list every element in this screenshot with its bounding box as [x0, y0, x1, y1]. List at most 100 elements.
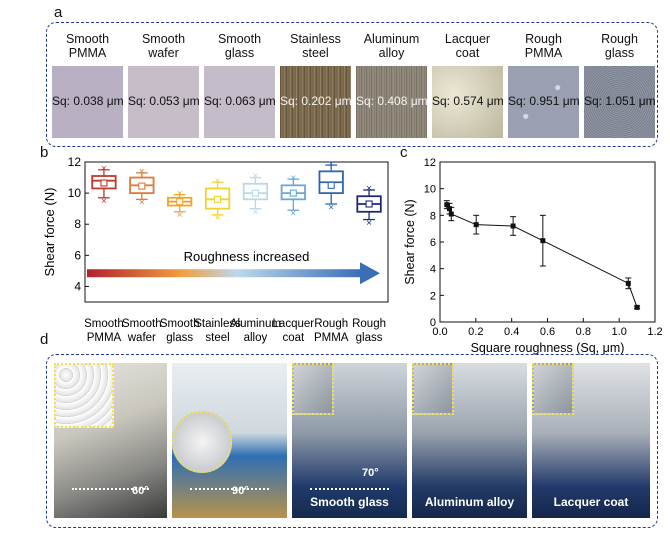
- x-tick-label: glass: [356, 332, 383, 344]
- y-tick-label: 6: [430, 237, 436, 249]
- sq-value-label: Sq: 0.063 μm: [204, 94, 275, 108]
- sq-value-label: Sq: 0.574 μm: [432, 94, 503, 108]
- sq-value-label: Sq: 0.202 μm: [280, 94, 351, 108]
- y-tick-label: 6: [74, 248, 81, 262]
- y-tick-label: 8: [74, 217, 81, 231]
- data-point: [634, 304, 641, 310]
- inset-photo: [532, 363, 574, 415]
- outlier-marker: ×: [177, 210, 183, 221]
- surface-label: Stainless steel: [290, 32, 341, 60]
- x-tick-label: Smooth: [122, 318, 162, 330]
- surface-label: Rough glass: [601, 32, 638, 60]
- surface-micrograph: Sq: 0.408 μm: [356, 66, 427, 138]
- surface-micrograph: Sq: 1.051 μm: [584, 66, 655, 138]
- x-tick-label: wafer: [127, 332, 156, 344]
- angle-label: 70°: [362, 467, 379, 479]
- surface-label: Smooth glass: [217, 32, 262, 60]
- box-smooth-glass: ××: [167, 188, 193, 221]
- box-smooth-pmma: ××: [91, 163, 117, 207]
- data-point: [448, 206, 455, 222]
- y-tick-label: 10: [424, 184, 436, 196]
- x-tick-label: alloy: [244, 332, 268, 344]
- x-tick-label: Smooth: [84, 318, 124, 330]
- line-axes: 0 2 4 6 8 10 12 0.0 0.2 0.4 0.6 0.8 1.0 1.2 Shear forc…: [403, 157, 663, 355]
- arrow-shaft: [87, 269, 360, 278]
- outlier-marker: ×: [328, 159, 334, 170]
- x-tick-label: Lacquer: [273, 318, 315, 330]
- point-marker: [510, 223, 516, 229]
- outlier-marker: ×: [101, 163, 107, 174]
- outlier-marker: ×: [253, 171, 259, 182]
- box-rough-pmma: ××: [318, 159, 344, 213]
- roughness-arrow: [87, 262, 380, 285]
- mean-marker: [138, 182, 146, 190]
- x-tick-label: Smooth: [160, 318, 200, 330]
- outlier-marker: ×: [366, 218, 372, 229]
- x-tick-label: 0.8: [576, 326, 591, 338]
- inset-photo: [412, 363, 454, 415]
- y-tick-label: 4: [430, 264, 436, 276]
- photo-caption: Smooth glass: [310, 495, 389, 509]
- point-marker: [473, 222, 479, 228]
- mean-marker: [327, 181, 335, 189]
- x-tick-label: 0.6: [540, 326, 555, 338]
- box-lacquer-coat: ××: [280, 173, 306, 220]
- mean-marker: [365, 200, 373, 208]
- photo-caption: Lacquer coat: [553, 495, 629, 509]
- box-stainless-steel: ××: [204, 176, 231, 224]
- x-tick-label: coat: [282, 332, 305, 344]
- x-tick-label: 0.4: [504, 326, 519, 338]
- mean-marker: [289, 189, 297, 197]
- data-point: [510, 216, 517, 236]
- x-tick-label: steel: [205, 332, 229, 344]
- y-tick-label: 2: [430, 290, 436, 302]
- panel-d-letter: d: [40, 331, 49, 348]
- surface-micrograph: Sq: 0.202 μm: [280, 66, 351, 138]
- x-tick-label: Aluminum: [230, 318, 281, 330]
- surface-micrograph: Sq: 0.574 μm: [432, 66, 503, 138]
- surface-label: Smooth PMMA: [65, 32, 110, 60]
- outlier-marker: ×: [290, 209, 296, 220]
- sq-value-label: Sq: 1.051 μm: [584, 94, 655, 108]
- x-tick-label: PMMA: [87, 332, 122, 344]
- angle-dotted-line: [310, 488, 389, 490]
- x-tick-label: 0.0: [432, 326, 447, 338]
- x-tick-label: 0.2: [468, 326, 483, 338]
- x-tick-label: 1.0: [612, 326, 627, 338]
- surface-micrograph: Sq: 0.951 μm: [508, 66, 579, 138]
- series-line: [446, 204, 638, 308]
- angle-label: 60°: [132, 485, 149, 497]
- roughness-annotation: Roughness increased: [184, 249, 310, 264]
- point-marker: [448, 211, 454, 217]
- y-tick-label: 10: [68, 186, 82, 200]
- panel-c-letter: c: [400, 144, 408, 161]
- arrow-head: [360, 262, 380, 285]
- data-point: [539, 214, 546, 267]
- outlier-marker: ×: [139, 167, 145, 178]
- surface-label: Aluminum alloy: [363, 32, 420, 60]
- surface-micrograph: Sq: 0.038 μm: [52, 66, 123, 138]
- outlier-marker: ×: [215, 213, 221, 224]
- x-tick-label: Rough: [352, 318, 386, 330]
- surface-label: Smooth wafer: [141, 32, 186, 60]
- y-axis-label: Shear force (N): [403, 199, 417, 284]
- mean-marker: [251, 189, 259, 197]
- data-point: [625, 277, 632, 290]
- surface-micrograph: Sq: 0.053 μm: [128, 66, 199, 138]
- robot-photo: Smooth glass 70°: [292, 363, 407, 518]
- inset-photo: [172, 411, 232, 473]
- angle-dotted-line: [190, 488, 269, 490]
- angle-label: 90°: [232, 485, 249, 497]
- shear-vs-roughness-plot: 0 2 4 6 8 10 12 0.0 0.2 0.4 0.6 0.8 1.0 1.2 Shear forc…: [403, 157, 663, 355]
- y-tick-label: 8: [430, 210, 436, 222]
- boxplot-axes: 4 6 8 10 12 Shear force (N): [42, 155, 389, 303]
- outlier-marker: ×: [328, 202, 334, 213]
- surface-label: Rough PMMA: [524, 32, 563, 60]
- point-marker: [446, 206, 452, 212]
- surface-label: Lacquer coat: [444, 32, 491, 60]
- x-tick-label: Stainless: [194, 318, 241, 330]
- outlier-marker: ×: [139, 198, 145, 209]
- photo-caption: Aluminum alloy: [424, 495, 515, 509]
- sq-value-label: Sq: 0.053 μm: [128, 94, 199, 108]
